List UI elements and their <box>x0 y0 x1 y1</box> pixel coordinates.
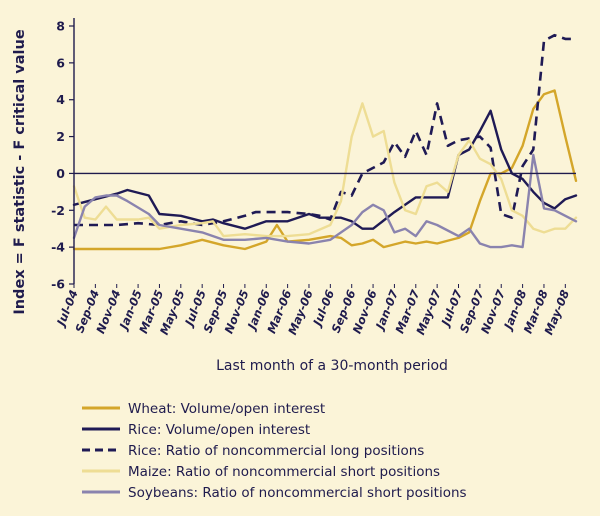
series-line-1 <box>72 89 578 251</box>
y-tick-label: 8 <box>56 19 65 34</box>
y-tick-label: 2 <box>56 129 65 144</box>
y-tick-label: -6 <box>51 277 65 292</box>
series-line-4 <box>72 102 578 238</box>
x-axis-title: Last month of a 30-month period <box>216 358 448 374</box>
axes: -6-4-202468Jul-04Sep-04Nov-04Jan-05Mar-0… <box>51 18 576 337</box>
y-tick-label: 0 <box>56 166 65 181</box>
y-axis-title: Index = F statistic - F critical value <box>12 29 28 314</box>
legend: Wheat: Volume/open interest Rice: Volume/… <box>82 401 467 501</box>
legend-label: Rice: Volume/open interest <box>128 422 310 438</box>
legend-label: Wheat: Volume/open interest <box>128 401 325 417</box>
y-tick-label: -4 <box>51 240 65 255</box>
series-line-3 <box>74 33 576 227</box>
legend-label: Soybeans: Ratio of noncommercial short p… <box>128 485 467 501</box>
y-tick-label: 6 <box>56 55 65 70</box>
series-line-2 <box>72 109 578 230</box>
y-tick-label: -2 <box>51 203 65 218</box>
legend-label: Maize: Ratio of noncommercial short posi… <box>128 464 440 480</box>
plot-area <box>72 33 578 251</box>
series-line-5 <box>72 153 578 249</box>
legend-label: Rice: Ratio of noncommercial long positi… <box>128 443 424 459</box>
y-tick-label: 4 <box>56 92 65 107</box>
